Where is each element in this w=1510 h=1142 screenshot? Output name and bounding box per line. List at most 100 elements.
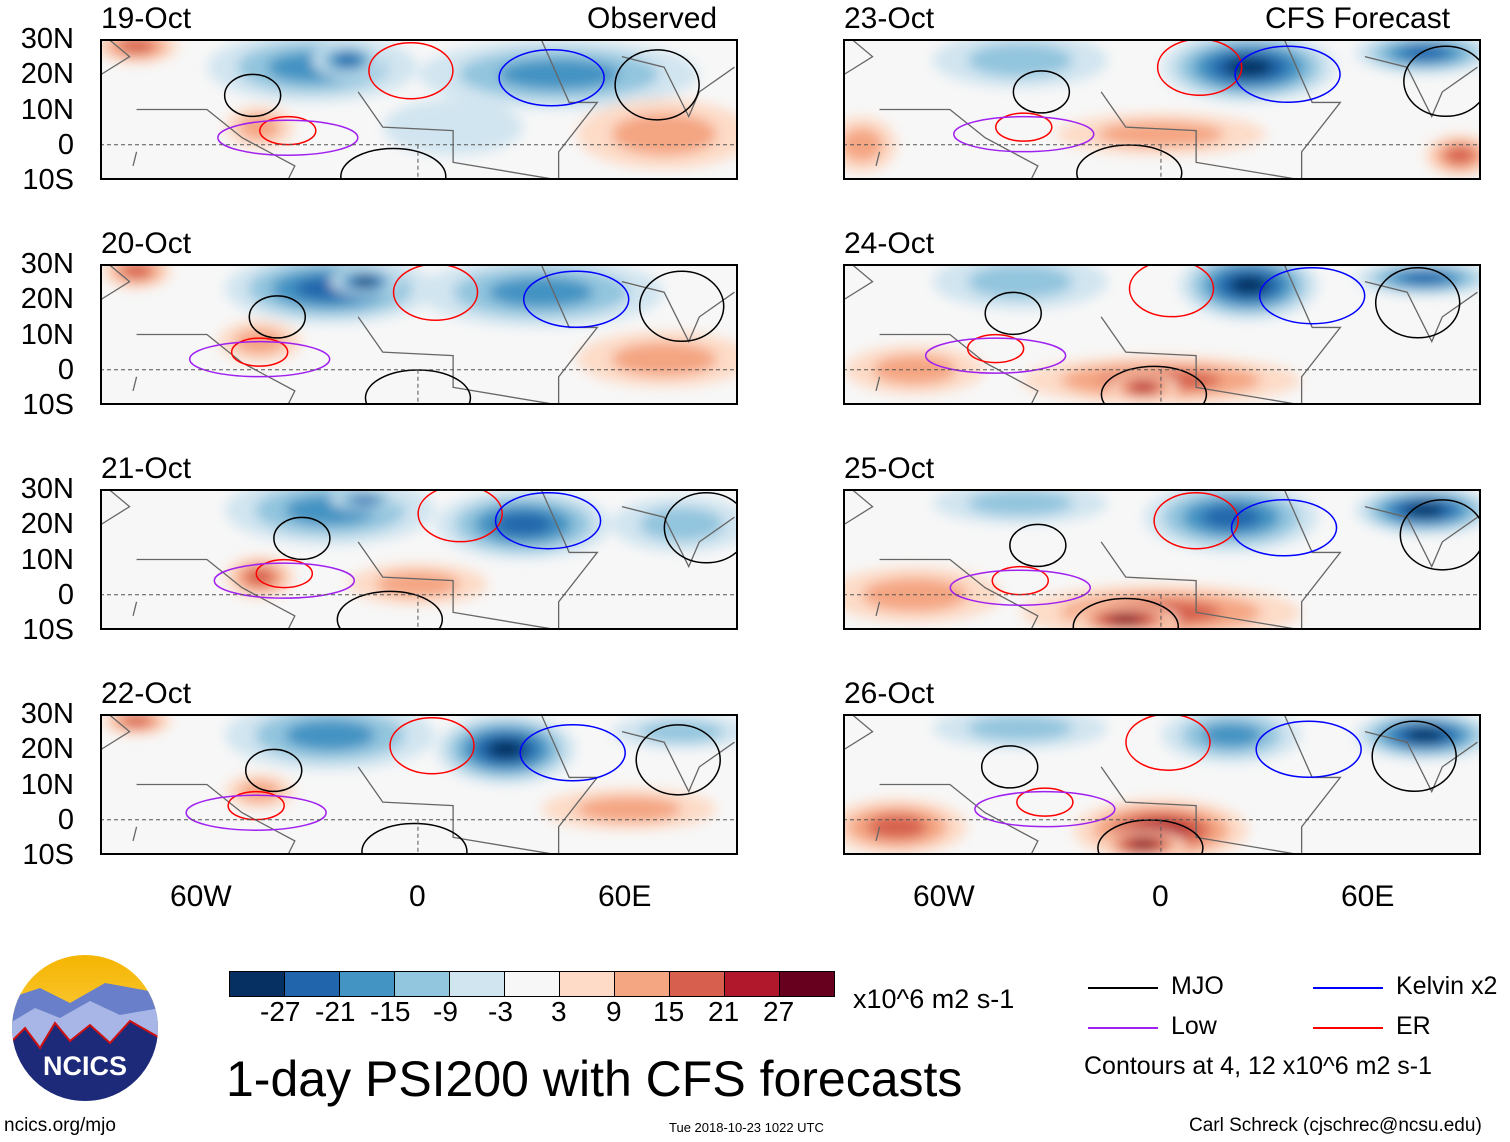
wave-contour — [966, 333, 1025, 364]
map-panel-observed — [100, 39, 738, 180]
anomaly-shading — [967, 715, 1073, 741]
lon-tick-left-60w: 60W — [170, 880, 232, 913]
wave-contour — [1100, 365, 1208, 405]
lat-tick: 10N — [20, 93, 74, 126]
map-panel-observed — [100, 489, 738, 630]
colorbar-swatch — [339, 972, 394, 996]
wave-contour — [1016, 787, 1074, 817]
wave-contour — [498, 49, 605, 107]
colorbar-swatch — [449, 972, 504, 996]
coastline — [101, 714, 735, 855]
observed-label: Observed — [587, 2, 718, 35]
wave-contour — [638, 270, 725, 343]
lon-tick-right-60e: 60E — [1341, 880, 1395, 913]
colorbar-swatch — [230, 972, 284, 996]
legend-line-er — [1313, 1027, 1383, 1029]
colorbar-tick: 21 — [708, 996, 740, 1027]
wave-contour — [389, 716, 475, 775]
wave-contour — [635, 724, 721, 796]
anomaly-shading — [494, 512, 553, 536]
anomaly-shading — [335, 54, 360, 66]
wave-contour — [980, 745, 1039, 789]
lat-tick: 30N — [20, 698, 74, 730]
lon-tick-right-60w: 60W — [913, 880, 975, 913]
anomaly-shading — [1131, 840, 1155, 849]
wave-contour — [230, 337, 289, 367]
anomaly-shading — [967, 490, 1073, 516]
wave-contour — [1230, 499, 1338, 557]
wave-contour — [494, 491, 602, 550]
wave-contour — [995, 112, 1053, 142]
wave-contour — [1399, 499, 1481, 571]
colorbar-tick: 27 — [763, 996, 795, 1027]
wave-contour — [1012, 70, 1071, 114]
anomaly-shading — [1097, 121, 1224, 147]
lat-tick: 10N — [20, 543, 74, 576]
anomaly-shading — [118, 39, 155, 54]
coastline — [844, 39, 1478, 180]
colorbar — [229, 971, 835, 997]
colorbar-tick: -3 — [488, 996, 513, 1027]
wave-contour — [984, 291, 1042, 336]
wave-contour — [217, 119, 359, 156]
anomaly-shading — [285, 720, 376, 751]
anomaly-shading — [244, 568, 275, 587]
coastline — [844, 264, 1478, 405]
anomaly-shading — [611, 342, 717, 376]
wave-contour — [663, 492, 738, 564]
lat-tick: 30N — [20, 23, 74, 55]
anomaly-shading — [353, 496, 377, 504]
contour-note: Contours at 4, 12 x10^6 m2 s-1 — [1084, 1052, 1433, 1080]
map-panel-forecast — [843, 264, 1481, 405]
anomaly-shading — [1131, 382, 1156, 393]
anomaly-shading — [1201, 723, 1262, 748]
wave-contour — [188, 340, 331, 378]
wave-contour — [185, 794, 327, 831]
lat-tick: 10N — [20, 768, 74, 801]
map-panel-forecast — [843, 714, 1481, 855]
footer-credit: Carl Schreck (cjschrec@ncsu.edu) — [1189, 1115, 1482, 1136]
anomaly-shading — [867, 814, 928, 839]
panel-date: 22-Oct — [101, 677, 192, 710]
legend-label: MJO — [1171, 972, 1224, 1000]
wave-contour — [336, 590, 444, 630]
colorbar-swatch — [284, 972, 339, 996]
legend-label: Low — [1171, 1012, 1217, 1040]
anomaly-shading — [1202, 505, 1261, 529]
anomaly-shading — [498, 59, 619, 90]
anomaly-shading — [1405, 503, 1444, 517]
panel-date: 21-Oct — [101, 452, 192, 485]
colorbar-tick: -15 — [370, 996, 411, 1027]
panel-date: 23-Oct — [844, 2, 935, 35]
cfs-forecast-label: CFS Forecast — [1265, 2, 1451, 35]
ncics-logo: NCICS — [10, 953, 160, 1103]
wave-contour — [259, 115, 317, 146]
lat-tick: 0 — [57, 128, 74, 161]
wave-contour — [417, 489, 503, 543]
lon-tick-left-0: 0 — [409, 880, 426, 913]
colorbar-swatch — [614, 972, 669, 996]
map-panel-forecast — [843, 489, 1481, 630]
colorbar-swatch — [669, 972, 724, 996]
anomaly-shading — [1401, 272, 1449, 284]
wave-contour — [519, 724, 626, 782]
legend-line-kelvin — [1313, 987, 1383, 989]
anomaly-shading — [121, 264, 152, 279]
lon-tick-left-60e: 60E — [598, 880, 652, 913]
wave-contour — [1371, 720, 1457, 793]
lat-tick: 20N — [20, 733, 74, 766]
wave-contour — [340, 147, 447, 180]
figure-title: 1-day PSI200 with CFS forecasts — [226, 1051, 963, 1107]
colorbar-swatch — [559, 972, 614, 996]
anomaly-shading — [383, 99, 524, 156]
coastline — [844, 489, 1478, 630]
wave-contour — [1009, 523, 1067, 568]
footer-url[interactable]: ncics.org/mjo — [4, 1115, 116, 1136]
panel-date: 24-Oct — [844, 227, 935, 260]
lat-tick: 30N — [20, 473, 74, 505]
wave-contour — [248, 295, 307, 339]
anomaly-shading — [967, 264, 1073, 299]
anomaly-shading — [1229, 275, 1268, 295]
anomaly-shading — [486, 739, 525, 759]
